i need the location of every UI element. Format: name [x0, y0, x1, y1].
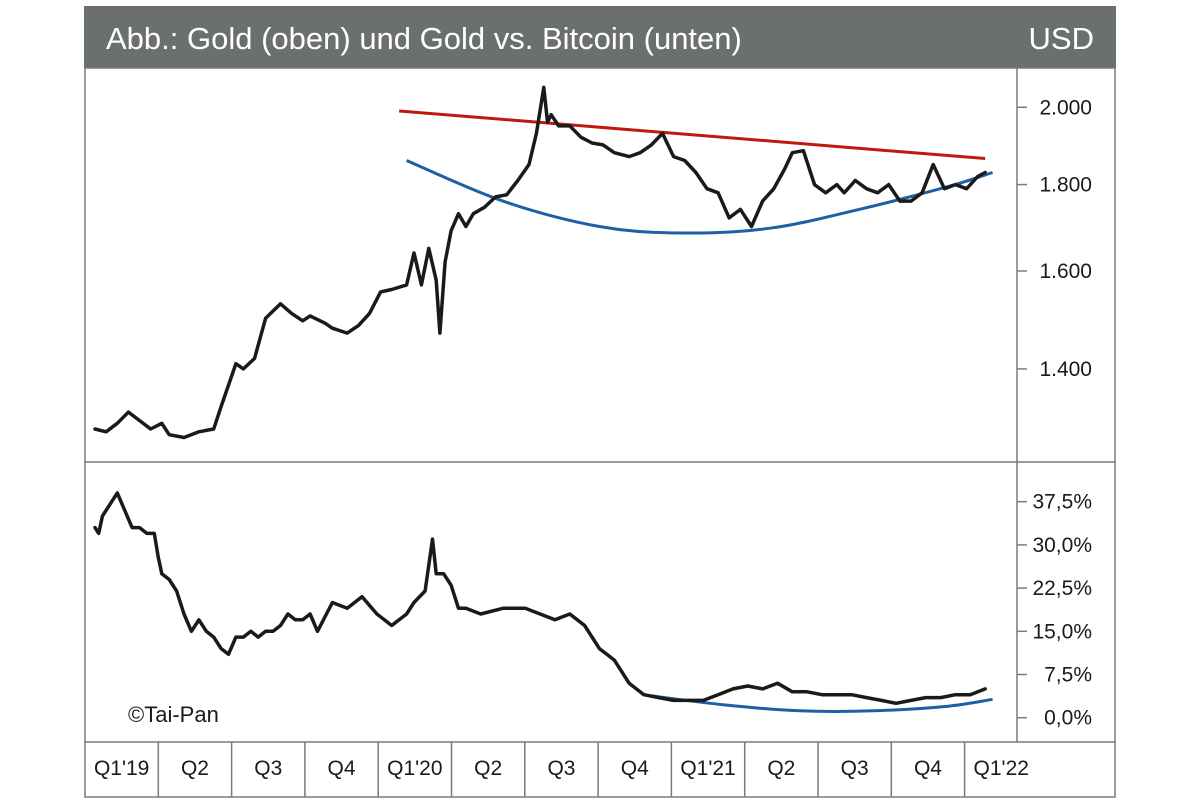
chart-title: Abb.: Gold (oben) und Gold vs. Bitcoin (…	[106, 21, 742, 56]
x-tick-label: Q3	[841, 757, 869, 780]
x-tick-label: Q1'20	[387, 757, 442, 780]
x-tick-label: Q1'22	[974, 757, 1029, 780]
y-tick-label: 1.800	[1039, 174, 1092, 197]
y-tick-label: 15,0%	[1032, 620, 1092, 643]
plot-frame	[84, 67, 1116, 798]
gold-vs-bitcoin-line	[93, 491, 987, 706]
gold-price-line	[93, 85, 987, 440]
x-tick-label: Q1'19	[94, 757, 149, 780]
currency-label: USD	[1029, 21, 1094, 56]
x-tick-label: Q2	[474, 757, 502, 780]
x-tick-label: Q3	[547, 757, 575, 780]
y-tick-label: 22,5%	[1032, 577, 1092, 600]
header-bar	[84, 6, 1116, 68]
y-tick-label: 2.000	[1039, 96, 1092, 119]
x-tick-label: Q3	[254, 757, 282, 780]
x-tick-label: Q2	[767, 757, 795, 780]
x-tick-label: Q4	[328, 757, 356, 780]
x-tick-label: Q4	[621, 757, 649, 780]
y-tick-label: 7,5%	[1044, 664, 1092, 687]
gold-panel: 2.000 1.800 1.600 1.400	[93, 85, 1092, 440]
x-tick-label: Q1'21	[680, 757, 735, 780]
copyright-label: ©Tai-Pan	[128, 702, 219, 727]
y-tick-label: 0,0%	[1044, 707, 1092, 730]
x-tick-label: Q4	[914, 757, 942, 780]
x-axis: Q1'19 Q2 Q3 Q4 Q1'20 Q2 Q3 Q4 Q1'21 Q2 Q3 Q4 Q1'22	[94, 742, 1029, 797]
x-tick-label: Q2	[181, 757, 209, 780]
support-curve	[406, 159, 994, 235]
gold-vs-bitcoin-panel: 37,5% 30,0% 22,5% 15,0% 7,5% 0,0%	[93, 491, 1092, 730]
resistance-trendline	[399, 109, 986, 161]
y-tick-label: 37,5%	[1032, 491, 1092, 514]
support-curve	[651, 694, 993, 713]
y-tick-label: 1.400	[1039, 358, 1092, 381]
y-tick-label: 30,0%	[1032, 534, 1092, 557]
y-tick-label: 1.600	[1039, 260, 1092, 283]
